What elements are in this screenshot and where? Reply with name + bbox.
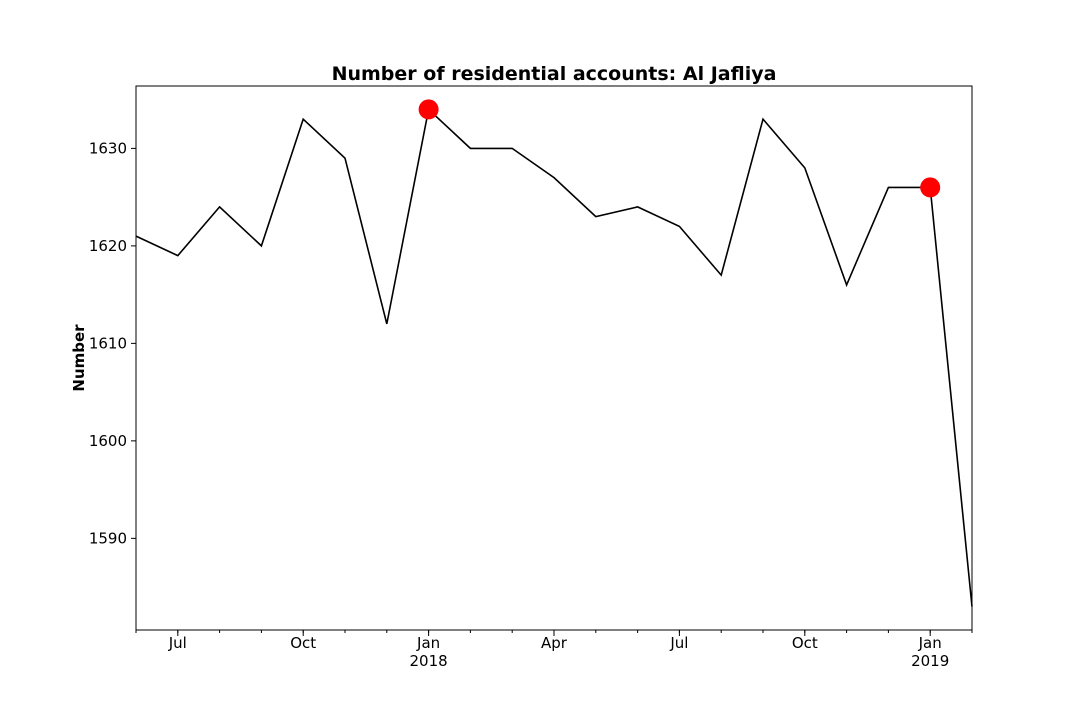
x-tick-label: Oct (290, 634, 316, 652)
y-axis-label: Number (70, 324, 88, 392)
chart-title: Number of residential accounts: Al Jafli… (332, 63, 777, 85)
x-tick-label: Oct (792, 634, 818, 652)
highlight-point (920, 177, 941, 198)
x-tick-label: Jul (669, 634, 688, 652)
y-tick-label: 1590 (89, 529, 127, 547)
x-tick-year-label: 2018 (410, 652, 448, 670)
y-tick-label: 1620 (89, 237, 127, 255)
x-tick-label: Jul (168, 634, 187, 652)
series-line (135, 107, 973, 607)
x-tick-label: Jan (416, 634, 440, 652)
highlight-point (418, 99, 439, 120)
y-tick-label: 1630 (89, 139, 127, 157)
y-tick-label: 1600 (89, 432, 127, 450)
plot-frame (135, 85, 973, 631)
x-tick-label: Apr (541, 634, 568, 652)
x-tick-year-label: 2019 (911, 652, 949, 670)
y-tick-label: 1610 (89, 334, 127, 352)
x-tick-label: Jan (918, 634, 942, 652)
